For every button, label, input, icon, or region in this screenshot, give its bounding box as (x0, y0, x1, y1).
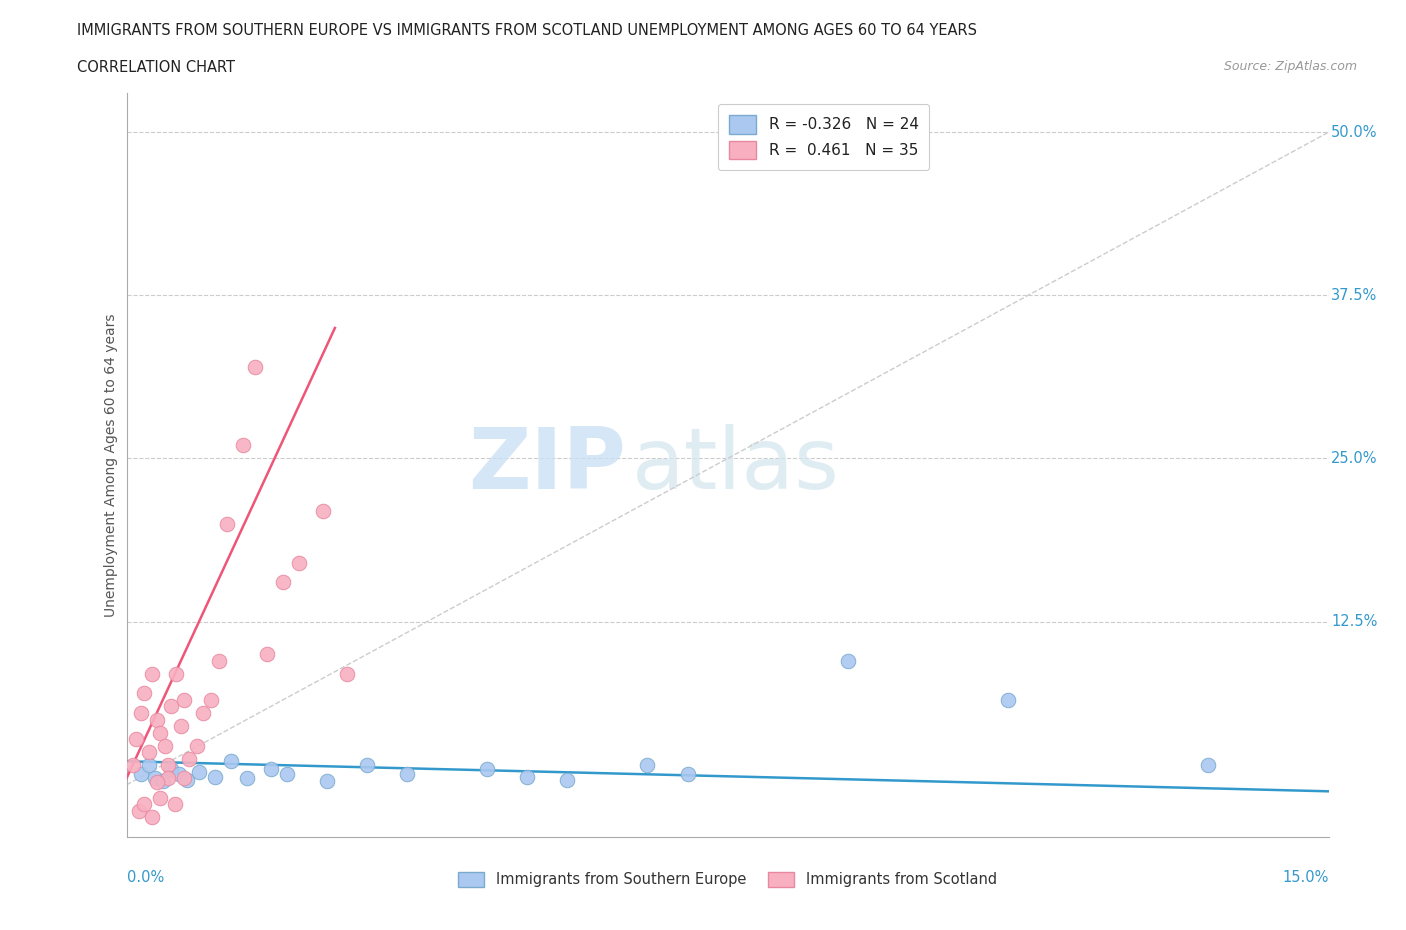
Point (138, 758, 160, 773)
Point (271, 575, 294, 590)
Point (146, 712, 169, 727)
Text: 50.0%: 50.0% (1331, 125, 1378, 140)
Point (186, 738, 208, 753)
Point (165, 667, 187, 682)
Point (200, 693, 222, 708)
Point (173, 771, 195, 786)
Point (143, 771, 166, 786)
Point (177, 751, 200, 766)
Point (129, 706, 152, 721)
Text: 0.0%: 0.0% (127, 870, 163, 885)
Point (288, 555, 311, 570)
Point (159, 762, 181, 777)
Point (159, 699, 181, 714)
Point (153, 738, 176, 753)
Point (152, 774, 174, 789)
Point (170, 719, 193, 734)
Point (315, 774, 337, 789)
Point (235, 771, 259, 786)
Y-axis label: Unemployment Among Ages 60 to 64 years: Unemployment Among Ages 60 to 64 years (104, 313, 118, 617)
Point (141, 667, 163, 682)
Text: ZIP: ZIP (468, 423, 626, 507)
Point (276, 767, 298, 782)
Point (149, 725, 172, 740)
Text: atlas: atlas (631, 423, 839, 507)
Point (219, 754, 242, 769)
Point (215, 516, 238, 531)
Point (134, 686, 156, 701)
Point (356, 758, 378, 773)
Point (191, 706, 214, 721)
Point (149, 790, 172, 805)
Point (204, 769, 226, 784)
Point (125, 732, 148, 747)
Point (208, 654, 231, 669)
Point (128, 804, 150, 818)
Point (516, 769, 538, 784)
Text: IMMIGRANTS FROM SOUTHERN EUROPE VS IMMIGRANTS FROM SCOTLAND UNEMPLOYMENT AMONG A: IMMIGRANTS FROM SOUTHERN EUROPE VS IMMIG… (77, 23, 977, 38)
Point (243, 360, 266, 375)
Point (167, 767, 190, 782)
Point (176, 772, 198, 787)
Point (997, 693, 1019, 708)
Text: Source: ZipAtlas.com: Source: ZipAtlas.com (1223, 60, 1357, 73)
Point (396, 767, 419, 782)
Legend: Immigrants from Southern Europe, Immigrants from Scotland: Immigrants from Southern Europe, Immigra… (453, 866, 1002, 893)
Point (475, 762, 498, 777)
Point (122, 758, 145, 773)
Point (134, 797, 156, 812)
Text: 37.5%: 37.5% (1331, 287, 1378, 303)
Point (157, 758, 180, 773)
Point (173, 693, 195, 708)
Point (157, 771, 180, 786)
Text: 12.5%: 12.5% (1331, 614, 1378, 629)
Point (256, 647, 278, 662)
Point (138, 745, 160, 760)
Text: CORRELATION CHART: CORRELATION CHART (77, 60, 235, 75)
Point (187, 764, 209, 779)
Point (141, 810, 163, 825)
Text: 25.0%: 25.0% (1331, 451, 1378, 466)
Point (129, 767, 152, 782)
Point (312, 503, 335, 518)
Point (636, 758, 658, 773)
Point (555, 772, 579, 787)
Point (676, 767, 699, 782)
Point (336, 667, 359, 682)
Point (163, 797, 186, 812)
Point (1197, 758, 1219, 773)
Point (260, 762, 283, 777)
Text: 15.0%: 15.0% (1282, 870, 1329, 885)
Point (146, 775, 169, 790)
Point (837, 654, 859, 669)
Point (232, 438, 254, 453)
